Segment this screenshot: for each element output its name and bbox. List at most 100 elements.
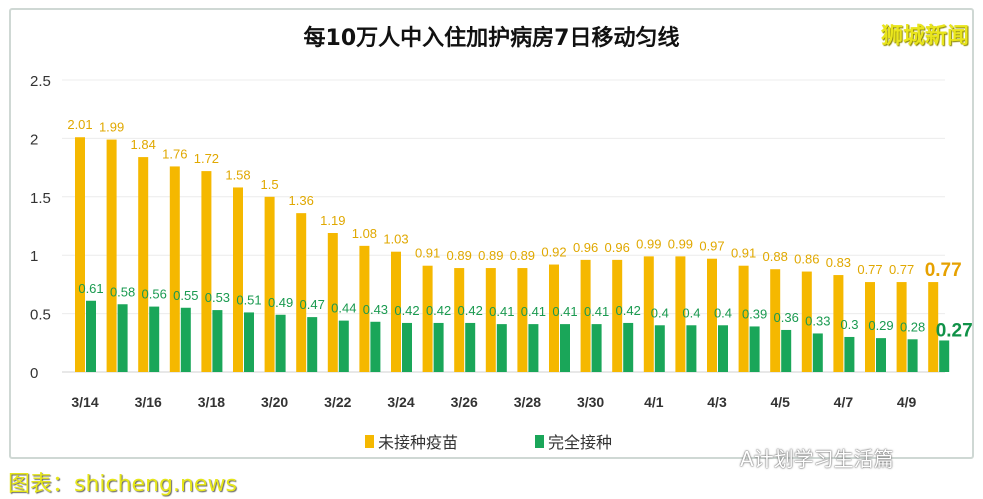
data-label-vaccinated: 0.58 <box>110 284 135 299</box>
data-label-unvaccinated: 1.72 <box>194 151 219 166</box>
bar-unvaccinated <box>454 268 465 372</box>
data-label-unvaccinated: 0.86 <box>794 252 819 267</box>
x-tick-label: 4/1 <box>644 394 664 410</box>
bar-unvaccinated <box>612 259 623 372</box>
x-tick-label: 3/28 <box>514 394 541 410</box>
data-label-vaccinated: 0.53 <box>205 290 230 305</box>
x-tick-label: 4/7 <box>834 394 854 410</box>
bar-unvaccinated <box>75 137 85 372</box>
data-label-unvaccinated: 1.36 <box>289 193 314 208</box>
data-label-unvaccinated: 0.91 <box>415 246 440 261</box>
y-tick-label: 2 <box>30 131 38 148</box>
bar-unvaccinated <box>738 265 749 372</box>
data-label-unvaccinated: 0.91 <box>731 246 756 261</box>
bar-unvaccinated <box>485 268 496 372</box>
bar-vaccinated <box>812 333 823 372</box>
data-label-unvaccinated: 0.89 <box>478 248 503 263</box>
bar-vaccinated <box>623 322 634 372</box>
data-label-vaccinated: 0.39 <box>742 306 767 321</box>
bar-unvaccinated <box>865 282 875 372</box>
bar-vaccinated <box>939 340 950 372</box>
x-tick-label: 4/3 <box>707 394 727 410</box>
data-label-unvaccinated: 2.01 <box>67 117 92 132</box>
y-tick-label: 1 <box>30 248 38 265</box>
bar-vaccinated <box>338 320 349 372</box>
data-label-vaccinated: 0.42 <box>616 303 641 318</box>
data-label-unvaccinated: 0.99 <box>636 236 661 251</box>
chart-title: 每10万人中入住加护病房7日移动匀线 <box>303 26 680 51</box>
bar-unvaccinated <box>264 196 275 372</box>
data-label-vaccinated: 0.4 <box>714 305 732 320</box>
bar-vaccinated <box>591 324 602 372</box>
bar-vaccinated <box>907 339 918 372</box>
bar-vaccinated <box>433 322 444 372</box>
data-label-unvaccinated: 1.76 <box>162 146 187 161</box>
data-label-unvaccinated: 1.99 <box>99 120 124 135</box>
bar-unvaccinated <box>801 271 812 372</box>
bar-unvaccinated <box>928 282 939 372</box>
data-label-vaccinated: 0.4 <box>682 305 700 320</box>
data-label-unvaccinated: 0.92 <box>541 245 566 260</box>
data-label-vaccinated: 0.42 <box>426 303 451 318</box>
bar-unvaccinated <box>359 245 370 372</box>
x-tick-label: 4/5 <box>770 394 790 410</box>
data-label-vaccinated: 0.41 <box>521 304 546 319</box>
data-label-unvaccinated: 0.96 <box>573 240 598 255</box>
data-label-vaccinated: 0.3 <box>840 317 858 332</box>
x-tick-label: 3/22 <box>324 394 351 410</box>
bar-vaccinated <box>86 300 96 372</box>
legend-item-vaccinated: 完全接种 <box>535 429 612 453</box>
bar-vaccinated <box>718 325 728 372</box>
data-label-vaccinated: 0.61 <box>78 281 103 296</box>
data-label-unvaccinated: 1.03 <box>383 232 408 247</box>
legend-label: 未接种疫苗 <box>378 433 459 452</box>
y-tick-label: 0 <box>30 365 38 382</box>
bar-vaccinated <box>844 336 855 372</box>
legend-label: 完全接种 <box>548 433 613 452</box>
brand-logo: 狮城新闻 <box>880 24 969 49</box>
bar-vaccinated <box>465 322 476 372</box>
x-tick-label: 4/9 <box>897 394 917 410</box>
bar-unvaccinated <box>422 265 433 372</box>
data-label-vaccinated: 0.41 <box>489 304 514 319</box>
data-label-unvaccinated: 0.89 <box>447 248 472 263</box>
data-label-vaccinated: 0.41 <box>584 304 609 319</box>
bar-unvaccinated <box>106 139 117 372</box>
bar-vaccinated <box>686 325 697 372</box>
data-label-vaccinated: 0.33 <box>805 313 830 328</box>
y-tick-label: 2.5 <box>30 73 51 90</box>
data-label-vaccinated: 0.55 <box>173 288 198 303</box>
bar-unvaccinated <box>896 282 907 372</box>
data-label-vaccinated: 0.36 <box>774 310 799 325</box>
data-label-vaccinated: 0.42 <box>458 303 483 318</box>
bar-unvaccinated <box>643 256 654 372</box>
data-label-unvaccinated: 0.96 <box>605 240 630 255</box>
bar-vaccinated <box>117 304 128 372</box>
bar-unvaccinated <box>138 157 149 372</box>
bar-unvaccinated <box>675 256 686 372</box>
data-label-unvaccinated: 1.08 <box>352 226 377 241</box>
data-label-unvaccinated: 0.89 <box>510 248 535 263</box>
bar-vaccinated <box>402 322 412 372</box>
bar-unvaccinated <box>327 233 338 372</box>
bar-vaccinated <box>496 324 507 372</box>
x-tick-label: 3/16 <box>135 394 162 410</box>
x-tick-label: 3/20 <box>261 394 288 410</box>
data-label-vaccinated: 0.43 <box>363 302 388 317</box>
data-label-vaccinated: 0.44 <box>331 301 356 316</box>
bar-vaccinated <box>781 329 792 372</box>
data-label-vaccinated: 0.56 <box>142 287 167 302</box>
x-tick-label: 3/26 <box>451 394 478 410</box>
bar-unvaccinated <box>580 259 591 372</box>
bar-vaccinated <box>307 317 318 372</box>
bar-vaccinated <box>876 338 886 372</box>
data-label-unvaccinated: 0.99 <box>668 236 693 251</box>
bar-unvaccinated <box>201 171 212 372</box>
data-label-vaccinated: 0.4 <box>651 305 669 320</box>
data-label-vaccinated: 0.28 <box>900 319 925 334</box>
x-tick-label: 3/14 <box>71 394 98 410</box>
data-label-vaccinated: 0.49 <box>268 295 293 310</box>
legend-item-unvaccinated: 未接种疫苗 <box>365 429 458 453</box>
bar-vaccinated <box>212 310 223 372</box>
